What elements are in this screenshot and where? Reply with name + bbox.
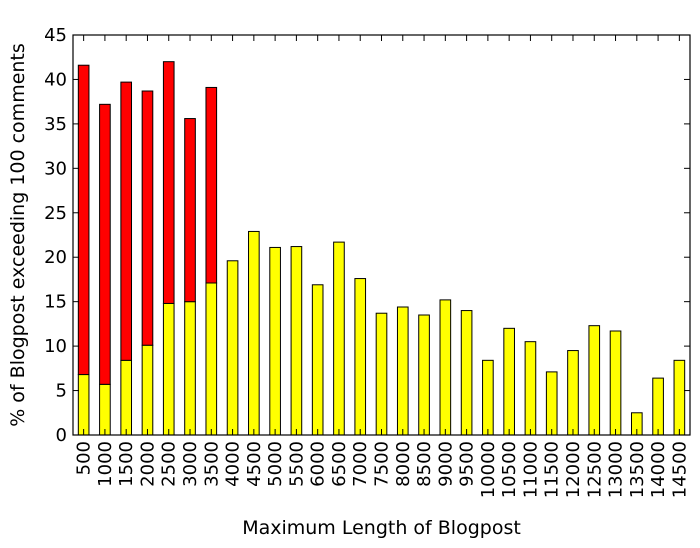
y-tick-label-0: 0 [56, 425, 67, 446]
x-tick-label-6000: 6000 [308, 441, 329, 487]
x-tick-label-9500: 9500 [457, 441, 478, 487]
y-tick-label-15: 15 [44, 292, 67, 313]
x-tick-label-500: 500 [74, 441, 95, 475]
bar-series0-9000 [439, 299, 452, 436]
bar-series0-7000 [354, 278, 367, 436]
y-tick-label-35: 35 [44, 114, 67, 135]
x-tick-label-13500: 13500 [627, 441, 648, 498]
bar-series0-2500 [162, 302, 175, 436]
x-tick-label-4500: 4500 [244, 441, 265, 487]
bar-series0-3500 [205, 282, 218, 436]
bar-series1-3000 [184, 118, 196, 303]
bar-series0-14000 [652, 377, 664, 436]
bar-series0-12000 [567, 350, 579, 436]
x-tick-label-3000: 3000 [180, 441, 201, 487]
x-tick-label-5000: 5000 [265, 441, 286, 487]
bar-series1-3500 [205, 86, 218, 284]
bar-series0-8500 [418, 314, 430, 436]
y-tick-label-5: 5 [56, 381, 67, 402]
x-tick-label-8000: 8000 [393, 441, 414, 487]
x-tick-label-9000: 9000 [435, 441, 456, 487]
bar-series0-3000 [184, 301, 196, 436]
y-tick-label-20: 20 [44, 247, 67, 268]
x-tick-label-14000: 14000 [648, 441, 669, 498]
x-tick-label-10500: 10500 [499, 441, 520, 498]
x-tick-label-1000: 1000 [95, 441, 116, 487]
x-tick-label-14500: 14500 [669, 441, 690, 498]
bar-series0-10500 [503, 327, 515, 436]
x-axis-label: Maximum Length of Blogpost [242, 517, 521, 539]
bar-series0-14500 [673, 359, 686, 436]
x-tick-label-2000: 2000 [137, 441, 158, 487]
bar-series0-500 [77, 374, 90, 436]
bar-series0-7500 [375, 312, 388, 436]
x-tick-label-7000: 7000 [350, 441, 371, 487]
bar-series0-4000 [226, 260, 239, 436]
x-tick-label-6500: 6500 [329, 441, 350, 487]
y-tick-label-10: 10 [44, 336, 67, 357]
bar-series0-5000 [269, 246, 281, 436]
bar-series0-2000 [141, 344, 154, 436]
x-tick-label-11500: 11500 [542, 441, 563, 498]
x-tick-label-7500: 7500 [372, 441, 393, 487]
bar-series0-11500 [545, 371, 558, 436]
bar-series0-12500 [588, 325, 601, 436]
bar-series0-13000 [609, 330, 622, 436]
bar-series1-1500 [120, 81, 133, 361]
x-tick-label-10000: 10000 [478, 441, 499, 498]
y-tick-label-45: 45 [44, 25, 67, 46]
bar-series1-2000 [141, 90, 154, 346]
bar-series0-1500 [120, 359, 133, 436]
bar-series0-6000 [311, 284, 324, 436]
x-tick-label-3500: 3500 [201, 441, 222, 487]
bar-series0-11000 [524, 341, 537, 436]
x-tick-label-8500: 8500 [414, 441, 435, 487]
x-tick-label-2500: 2500 [159, 441, 180, 487]
bar-series1-1000 [99, 103, 111, 385]
x-tick-label-4000: 4000 [223, 441, 244, 487]
bar-series0-9500 [460, 310, 473, 436]
bar-series1-2500 [162, 61, 175, 304]
bars-layer [77, 61, 686, 436]
x-tick-label-1500: 1500 [116, 441, 137, 487]
y-axis-label: % of Blogpost exceeding 100 comments [7, 43, 29, 427]
x-tick-label-11000: 11000 [520, 441, 541, 498]
bar-series0-4500 [248, 230, 260, 436]
y-tick-label-40: 40 [44, 69, 67, 90]
y-tick-label-30: 30 [44, 158, 67, 179]
ticks-layer: 0 5 10 15 20 25 30 35 40 45 500 1000 1500 2000 2500 300… [44, 25, 690, 498]
bar-series0-8000 [396, 306, 409, 436]
bar-series0-1000 [99, 383, 111, 436]
x-tick-label-12500: 12500 [584, 441, 605, 498]
bar-series0-5500 [290, 246, 303, 436]
bar-series0-10000 [482, 359, 494, 436]
bar-series1-500 [77, 64, 90, 376]
y-tick-label-25: 25 [44, 203, 67, 224]
bar-series0-6500 [333, 241, 345, 436]
x-tick-label-12000: 12000 [563, 441, 584, 498]
x-tick-label-5500: 5500 [286, 441, 307, 487]
x-tick-label-13000: 13000 [606, 441, 627, 498]
